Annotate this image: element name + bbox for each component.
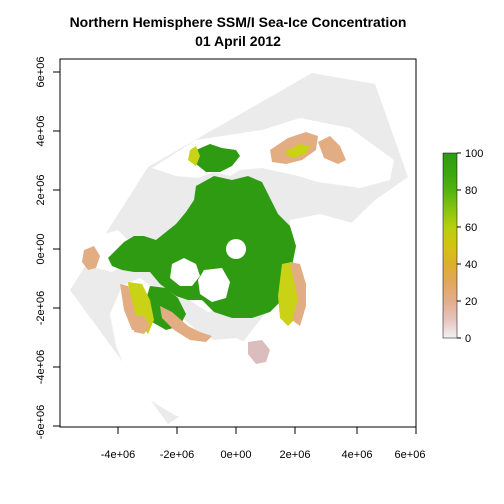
legend-tick-label: 0 [465, 333, 471, 345]
legend-tick-label: 100 [465, 148, 483, 160]
legend-tick-label: 80 [465, 185, 477, 197]
x-tick-label: -4e+06 [101, 449, 136, 461]
x-tick-label: 6e+06 [395, 449, 426, 461]
y-tick-label: 0e+00 [35, 234, 47, 265]
legend-tick-label: 60 [465, 222, 477, 234]
map-subtitle-date: 01 April 2012 [195, 33, 281, 49]
sea-ice-okhotsk [196, 144, 240, 172]
x-tick-label: 0e+00 [221, 449, 252, 461]
y-tick-label: 6e+06 [35, 57, 47, 88]
pole-hole [226, 239, 246, 259]
legend-tick-label: 20 [465, 296, 477, 308]
land-siberia-east [290, 214, 380, 300]
sea-ice-bering-inner [284, 144, 310, 158]
y-tick-label: -4e+06 [35, 350, 47, 385]
legend-colorbar [442, 152, 458, 339]
x-axis: -4e+06 -2e+06 0e+00 2e+06 4e+06 6e+06 [101, 426, 426, 461]
color-legend: 100 80 60 40 20 0 [442, 148, 483, 345]
y-tick-label: -6e+06 [35, 405, 47, 440]
y-tick-label: 2e+06 [35, 175, 47, 206]
y-tick-label: -2e+06 [35, 291, 47, 326]
y-axis: 6e+06 4e+06 2e+06 0e+00 -2e+06 -4e+06 -6… [35, 57, 61, 440]
sea-ice-beaufort-margin [160, 306, 212, 342]
x-tick-label: 2e+06 [280, 449, 311, 461]
land-canadian-archipelago [170, 258, 200, 286]
x-tick-label: -2e+06 [160, 449, 195, 461]
legend-tick-label: 40 [465, 259, 477, 271]
plot-area: -4e+06 -2e+06 0e+00 2e+06 4e+06 6e+06 6e… [35, 57, 425, 461]
x-tick-label: 4e+06 [342, 449, 373, 461]
sea-ice-okhotsk-margin [188, 146, 200, 166]
sea-ice-arctic-pack [108, 176, 296, 318]
sea-ice-st-lawrence [248, 340, 270, 364]
sea-ice-baltic [82, 246, 100, 270]
map-title: Northern Hemisphere SSM/I Sea-Ice Concen… [70, 14, 407, 30]
sea-ice-barents-margin-outer [290, 262, 306, 326]
land-greenland-interior [198, 268, 230, 302]
sea-ice-caspian [132, 316, 150, 334]
sea-ice-bering-coast [318, 136, 346, 164]
y-tick-label: 4e+06 [35, 116, 47, 147]
sea-ice-labrador-margin [128, 282, 154, 334]
legend-ticks: 100 80 60 40 20 0 [457, 148, 483, 345]
